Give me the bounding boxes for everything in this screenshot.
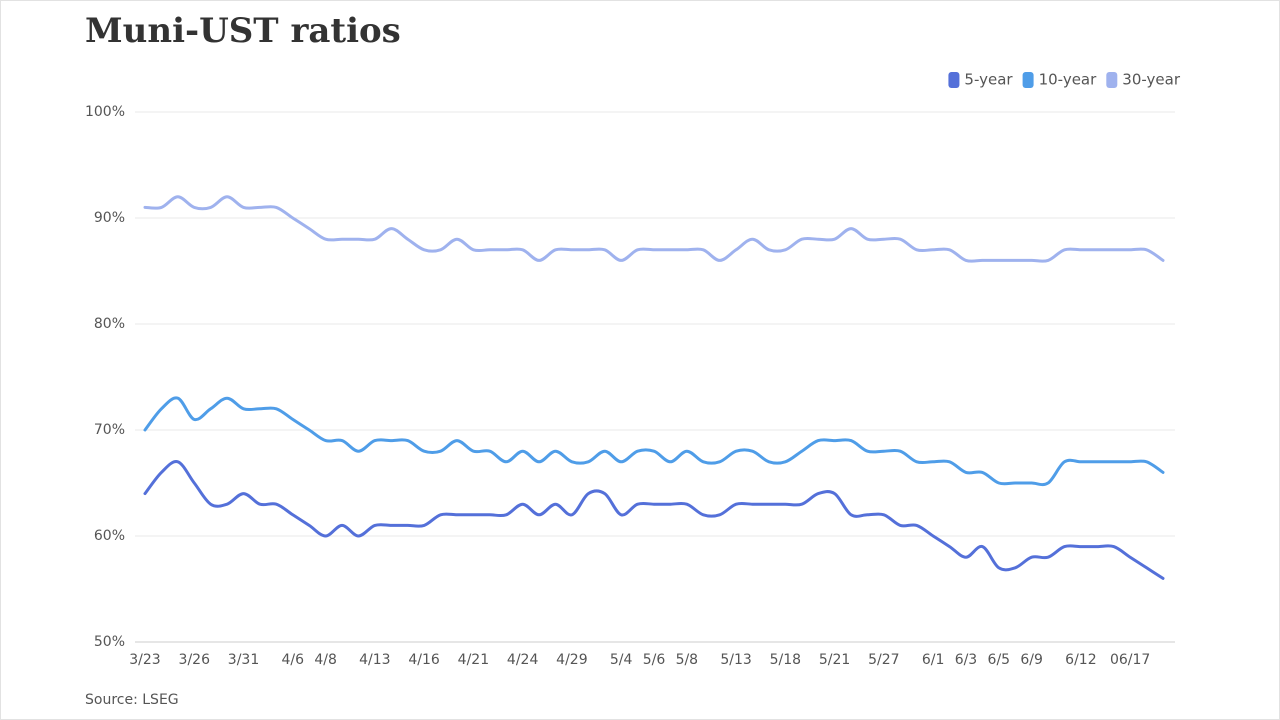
y-tick-label: 60%	[94, 528, 125, 544]
x-tick-label: 6/12	[1065, 652, 1096, 668]
x-tick-label: 5/8	[676, 652, 699, 668]
x-tick-label: 5/21	[819, 652, 850, 668]
x-tick-label: 6/5	[988, 652, 1011, 668]
y-tick-label: 50%	[94, 634, 125, 650]
y-tick-label: 70%	[94, 422, 125, 438]
legend-swatch	[1106, 72, 1118, 88]
series-line	[143, 396, 1165, 487]
x-tick-label: 4/6	[282, 652, 305, 668]
x-tick-label: 4/24	[507, 652, 539, 668]
x-tick-label: 5/4	[610, 652, 633, 668]
x-tick-label: 6/9	[1020, 652, 1043, 668]
x-tick-label: 4/8	[314, 652, 337, 668]
x-tick-label: 5/6	[643, 652, 666, 668]
x-tick-label: 5/13	[720, 652, 751, 668]
legend-label: 10-year	[1039, 71, 1098, 89]
chart-title: Muni-UST ratios	[85, 11, 401, 51]
legend-swatch	[948, 72, 960, 88]
x-tick-label: 3/23	[129, 652, 160, 668]
x-tick-label: 4/16	[408, 652, 440, 668]
legend-label: 5-year	[964, 71, 1013, 89]
x-tick-label: 6/1	[922, 652, 945, 668]
legend-swatch	[1022, 72, 1034, 88]
y-tick-label: 90%	[94, 210, 125, 226]
x-tick-label: 4/21	[458, 652, 489, 668]
x-tick-label: 06/17	[1110, 652, 1150, 668]
series-line	[143, 195, 1165, 263]
x-tick-label: 4/13	[359, 652, 390, 668]
source: Source: LSEG	[85, 692, 179, 708]
x-tick-label: 3/26	[179, 652, 211, 668]
x-tick-label: 5/27	[868, 652, 899, 668]
x-tick-label: 3/31	[228, 652, 259, 668]
legend: 30-year 10-year 5-year	[948, 71, 1181, 89]
y-tick-label: 100%	[85, 104, 125, 120]
series-line	[143, 460, 1165, 580]
legend-label: 30-year	[1122, 71, 1181, 89]
y-tick-label: 80%	[94, 316, 125, 332]
x-tick-label: 6/3	[955, 652, 978, 668]
x-tick-label: 4/29	[556, 652, 587, 668]
x-tick-label: 5/18	[770, 652, 801, 668]
